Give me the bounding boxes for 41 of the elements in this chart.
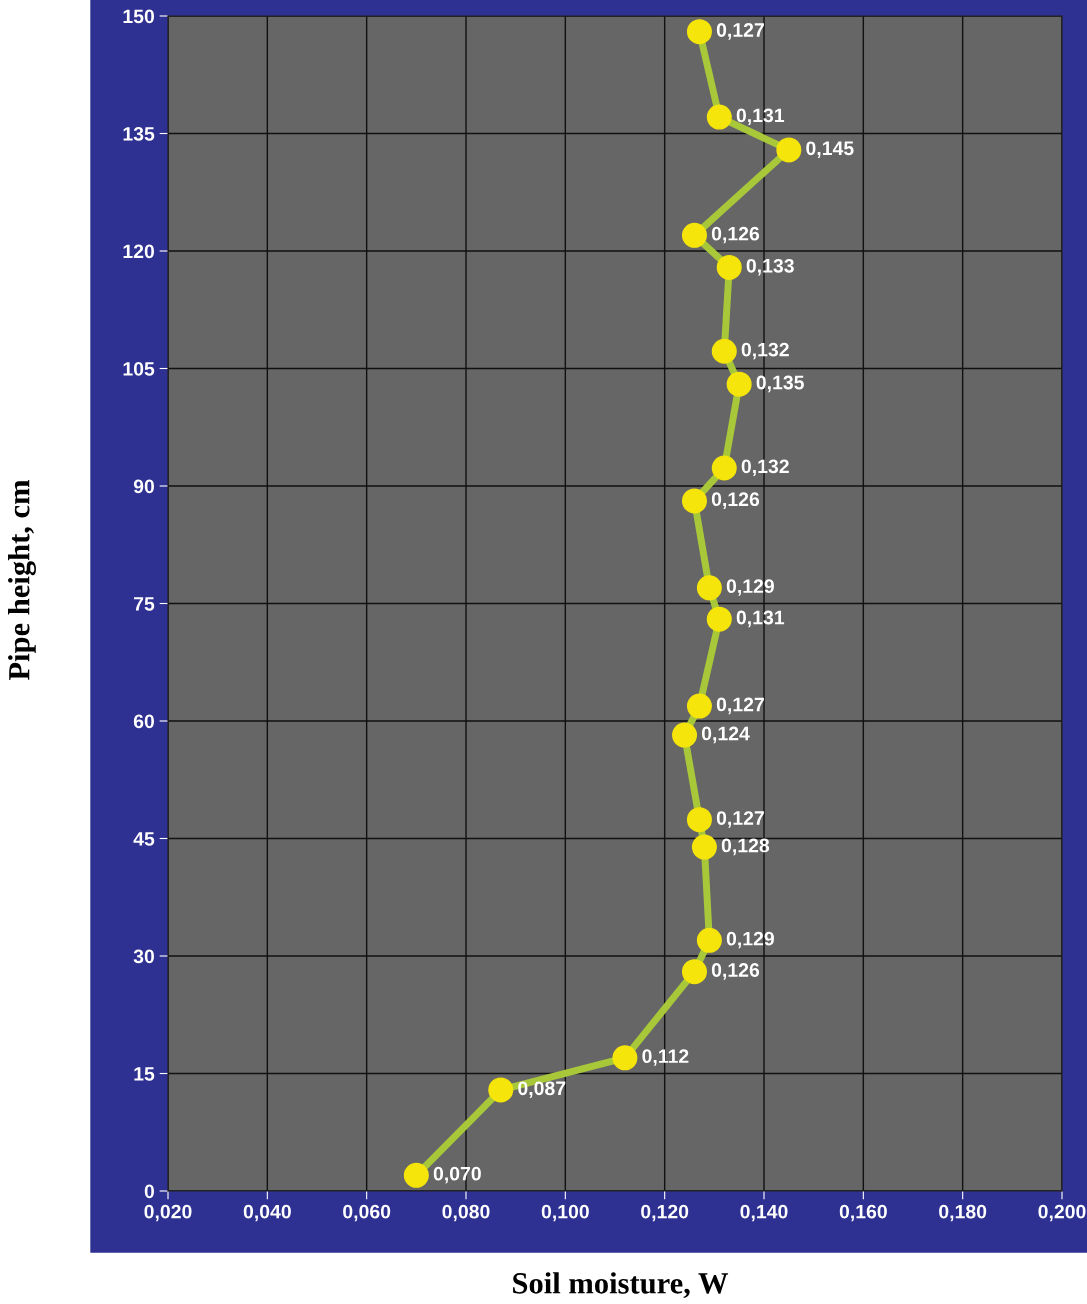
x-tick-label: 0,200 bbox=[1038, 1204, 1086, 1222]
x-tick-label: 0,020 bbox=[144, 1204, 192, 1222]
y-tick-label: 60 bbox=[133, 714, 155, 729]
text: 0,127 bbox=[716, 811, 764, 828]
text: 0,129 bbox=[726, 931, 774, 949]
y-axis-title: Pipe height, cm bbox=[8, 479, 36, 681]
text: 0,128 bbox=[721, 838, 770, 856]
x-axis-title: Soil moisture, W bbox=[513, 1272, 729, 1299]
y-tick-label: 90 bbox=[133, 479, 155, 494]
text: 0,145 bbox=[806, 141, 854, 158]
y-tick-label: 120 bbox=[123, 244, 155, 259]
text: 0,124 bbox=[701, 726, 750, 744]
x-tick-label: 0,040 bbox=[243, 1204, 291, 1222]
text: 0,127 bbox=[716, 23, 764, 40]
x-tick-label: 0,160 bbox=[839, 1204, 887, 1222]
text: 0,132 bbox=[741, 459, 789, 477]
text: 0,133 bbox=[746, 258, 794, 276]
text: 0,126 bbox=[711, 492, 760, 509]
x-tick-label: 0,120 bbox=[641, 1204, 689, 1222]
text: 0,127 bbox=[716, 697, 764, 715]
y-tick-label: 30 bbox=[133, 949, 155, 964]
text: 0,132 bbox=[741, 342, 789, 360]
x-tick-label: 0,180 bbox=[939, 1204, 987, 1222]
x-tick-label: 0,100 bbox=[541, 1204, 589, 1222]
text: 0,126 bbox=[711, 963, 760, 980]
y-tick-label: 45 bbox=[133, 832, 155, 846]
y-tick-label: 150 bbox=[123, 9, 155, 24]
text: 0,135 bbox=[756, 375, 804, 393]
y-tick-label: 105 bbox=[123, 361, 155, 376]
text: 0,070 bbox=[433, 1166, 481, 1184]
text: 0,126 bbox=[711, 226, 760, 244]
y-tick-label: 0 bbox=[144, 1184, 155, 1199]
y-tick-label: 75 bbox=[134, 597, 155, 611]
x-tick-label: 0,080 bbox=[442, 1204, 490, 1222]
y-tick-label: 15 bbox=[134, 1067, 155, 1081]
text: 0,131 bbox=[736, 610, 785, 628]
x-tick-label: 0,060 bbox=[343, 1204, 391, 1222]
text: 0,131 bbox=[736, 108, 785, 126]
y-tick-label: 135 bbox=[123, 126, 155, 141]
text: 0,129 bbox=[726, 579, 774, 596]
x-tick-label: 0,140 bbox=[740, 1204, 788, 1222]
